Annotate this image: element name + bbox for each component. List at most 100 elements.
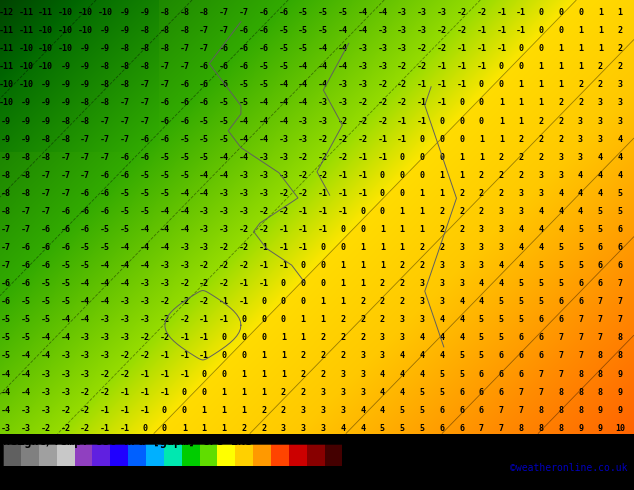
Text: 1: 1	[439, 171, 444, 180]
Text: -11: -11	[18, 26, 33, 35]
Text: 2: 2	[301, 388, 306, 396]
Text: -1: -1	[496, 44, 507, 53]
Text: 1: 1	[241, 369, 246, 378]
Text: 3: 3	[538, 171, 543, 180]
Text: 5: 5	[479, 316, 484, 324]
Text: -4: -4	[318, 44, 328, 53]
Text: -1: -1	[199, 351, 209, 361]
Text: -38: -38	[59, 473, 72, 482]
Text: -3: -3	[358, 44, 368, 53]
Text: -4: -4	[100, 261, 110, 270]
Text: -1: -1	[516, 26, 526, 35]
Text: 4: 4	[439, 333, 444, 343]
Text: 5: 5	[399, 424, 404, 433]
Text: -7: -7	[41, 189, 51, 198]
Text: 1: 1	[479, 135, 484, 144]
Text: -5: -5	[318, 8, 328, 17]
Text: -10: -10	[58, 8, 73, 17]
Text: 7: 7	[499, 406, 504, 415]
Text: -1: -1	[238, 279, 249, 288]
Text: 1: 1	[519, 80, 524, 89]
Text: -12: -12	[0, 8, 13, 17]
Text: 1: 1	[340, 297, 346, 306]
Text: 6: 6	[578, 297, 583, 306]
Text: -12: -12	[130, 473, 144, 482]
Text: 2: 2	[519, 171, 524, 180]
Text: 0: 0	[360, 225, 365, 234]
Text: -4: -4	[1, 406, 11, 415]
Text: 3: 3	[399, 316, 404, 324]
Text: 8: 8	[578, 388, 583, 396]
Text: 2: 2	[499, 171, 504, 180]
Text: -1: -1	[338, 189, 348, 198]
Text: 6: 6	[519, 333, 524, 343]
Text: 2: 2	[301, 369, 306, 378]
Text: -5: -5	[159, 153, 169, 162]
Text: 0: 0	[221, 333, 226, 343]
Text: 4: 4	[459, 333, 464, 343]
Text: -5: -5	[179, 171, 190, 180]
Text: 4: 4	[439, 351, 444, 361]
Bar	[56, 444, 75, 466]
Text: 0: 0	[360, 207, 365, 216]
Text: -4: -4	[120, 243, 130, 252]
Text: 1: 1	[618, 8, 623, 17]
Text: 6: 6	[558, 316, 563, 324]
Text: -3: -3	[358, 62, 368, 72]
Text: 2: 2	[360, 297, 365, 306]
Text: 0: 0	[420, 153, 425, 162]
Text: -3: -3	[120, 333, 130, 343]
Text: 6: 6	[618, 261, 623, 270]
Text: -4: -4	[259, 98, 269, 107]
Text: 3: 3	[519, 189, 524, 198]
Text: 3: 3	[320, 424, 325, 433]
Text: ©weatheronline.co.uk: ©weatheronline.co.uk	[510, 463, 628, 473]
Text: -6: -6	[120, 171, 130, 180]
Text: 4: 4	[578, 189, 583, 198]
Text: 3: 3	[420, 297, 425, 306]
Text: 0: 0	[459, 98, 464, 107]
Text: -30: -30	[77, 473, 91, 482]
Text: -8: -8	[41, 153, 51, 162]
Text: 1: 1	[558, 44, 563, 53]
Text: 6: 6	[499, 351, 504, 361]
Text: -1: -1	[338, 207, 348, 216]
Text: -11: -11	[18, 8, 33, 17]
Text: -7: -7	[199, 44, 209, 53]
Text: -1: -1	[238, 297, 249, 306]
Text: -8: -8	[120, 44, 130, 53]
Text: -3: -3	[338, 98, 348, 107]
Text: -3: -3	[60, 388, 70, 396]
Text: 1: 1	[182, 424, 187, 433]
Text: -2: -2	[100, 369, 110, 378]
Text: 0: 0	[320, 261, 325, 270]
Text: -9: -9	[41, 117, 51, 125]
Text: 5: 5	[558, 279, 563, 288]
Text: -8: -8	[139, 62, 150, 72]
Text: -2: -2	[80, 424, 90, 433]
Text: -1: -1	[358, 171, 368, 180]
Text: 5: 5	[399, 406, 404, 415]
Bar	[289, 444, 307, 466]
Text: -3: -3	[100, 351, 110, 361]
Text: -4: -4	[1, 369, 11, 378]
Text: 4: 4	[499, 279, 504, 288]
Text: 3: 3	[380, 351, 385, 361]
Text: -4: -4	[21, 369, 31, 378]
Text: 5: 5	[558, 261, 563, 270]
Text: -3: -3	[358, 80, 368, 89]
Text: 3: 3	[459, 279, 464, 288]
Text: -8: -8	[179, 26, 190, 35]
Text: 7: 7	[618, 279, 623, 288]
Text: 48: 48	[311, 473, 320, 482]
Text: -7: -7	[159, 62, 169, 72]
Text: -1: -1	[496, 8, 507, 17]
Text: -9: -9	[60, 98, 70, 107]
Text: -3: -3	[397, 26, 407, 35]
Text: 4: 4	[598, 153, 603, 162]
Bar	[200, 444, 217, 466]
Text: -4: -4	[259, 117, 269, 125]
Text: 2: 2	[320, 333, 325, 343]
Text: -4: -4	[179, 189, 190, 198]
Bar	[75, 444, 93, 466]
